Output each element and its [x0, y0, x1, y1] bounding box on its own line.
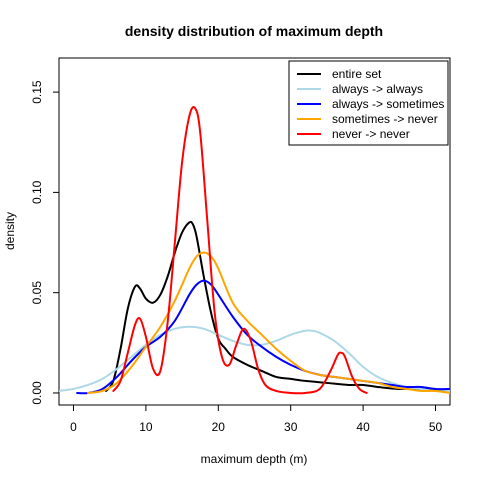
chart-title: density distribution of maximum depth [125, 23, 383, 39]
x-tick-label: 10 [139, 420, 153, 434]
y-tick-label: 0.15 [30, 80, 44, 104]
series-layer [59, 105, 450, 395]
x-tick-label: 20 [212, 420, 226, 434]
legend-label: always -> always [332, 82, 423, 96]
series-line-0 [105, 220, 450, 392]
y-tick-label: 0.00 [30, 381, 44, 405]
series-line-4 [112, 105, 368, 395]
x-tick-label: 30 [284, 420, 298, 434]
y-tick-label: 0.05 [30, 281, 44, 305]
legend-label: entire set [332, 67, 382, 81]
legend-label: never -> never [332, 127, 410, 141]
x-axis-label: maximum depth (m) [201, 452, 308, 466]
legend-label: always -> sometimes [332, 97, 444, 111]
plot-frame [58, 57, 451, 406]
y-axis: 0.00 0.05 0.10 0.15 [30, 80, 59, 405]
x-tick-label: 40 [356, 420, 370, 434]
series-line-3 [86, 251, 450, 394]
y-tick-label: 0.10 [30, 180, 44, 204]
x-tick-label: 50 [429, 420, 443, 434]
y-axis-label: density [3, 212, 17, 250]
series-line-1 [59, 325, 450, 393]
legend-label: sometimes -> never [332, 112, 438, 126]
x-tick-label: 0 [70, 420, 77, 434]
x-axis: 0 10 20 30 40 50 [70, 405, 443, 434]
